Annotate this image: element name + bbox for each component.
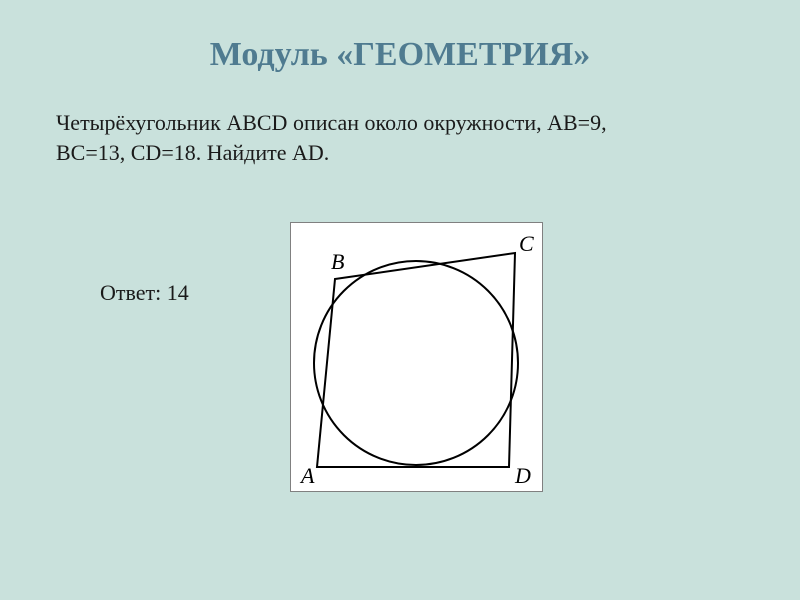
vertex-label-b: B [331, 249, 344, 274]
problem-line-1: Четырёхугольник ABCD описан около окружн… [56, 110, 607, 135]
slide: Модуль «ГЕОМЕТРИЯ» Четырёхугольник ABCD … [0, 0, 800, 600]
figure-svg: A B C D [291, 223, 544, 493]
vertex-label-c: C [519, 231, 534, 256]
problem-line-2: BC=13, CD=18. Найдите AD. [56, 140, 329, 165]
geometry-figure: A B C D [290, 222, 543, 492]
inscribed-circle [314, 261, 518, 465]
slide-title: Модуль «ГЕОМЕТРИЯ» [0, 0, 800, 74]
vertex-label-d: D [514, 463, 531, 488]
problem-text: Четырёхугольник ABCD описан около окружн… [56, 108, 744, 167]
quadrilateral-abcd [317, 253, 515, 467]
answer-text: Ответ: 14 [100, 280, 189, 306]
vertex-label-a: A [299, 463, 315, 488]
